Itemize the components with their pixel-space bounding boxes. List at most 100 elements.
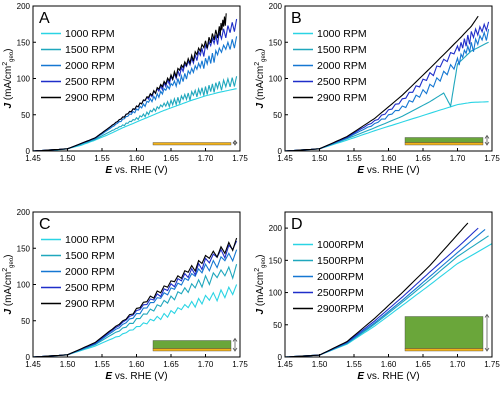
legend-label: 2000RPM — [317, 271, 364, 283]
legend-label: 1000 RPM — [317, 28, 367, 40]
y-tick-label: 200 — [269, 224, 283, 233]
y-axis-label: J (mA/cm2geo) — [254, 254, 267, 314]
arrow-head-down-icon — [484, 347, 490, 352]
y-axis-sub: geo — [9, 257, 15, 268]
y-tick-label: 0 — [26, 353, 31, 362]
legend: 1000 RPM 1500 RPM 2000 RPM 2500 RPM 2900 RPM — [41, 28, 115, 104]
x-tick-label: 1.50 — [60, 154, 76, 163]
y-tick-label: 150 — [17, 244, 31, 253]
y-tick-label: 150 — [269, 38, 283, 47]
y-tick-label: 200 — [269, 2, 283, 11]
x-tick-label: 1.75 — [232, 154, 248, 163]
x-tick-label: 1.65 — [415, 360, 431, 369]
film-schematic — [404, 134, 490, 146]
legend-label: 1000 RPM — [65, 28, 115, 40]
legend-label: 2000 RPM — [65, 60, 115, 72]
x-tick-label: 1.70 — [450, 154, 466, 163]
x-tick-label: 1.45 — [25, 360, 41, 369]
y-axis-symbol: J — [3, 309, 14, 315]
series-line-1500 — [33, 76, 238, 151]
legend-label: 1000 RPM — [65, 234, 115, 246]
x-tick-label: 1.50 — [312, 154, 328, 163]
y-tick-label: 100 — [17, 281, 31, 290]
y-axis-close: ) — [3, 48, 14, 51]
legend-label: 1500 RPM — [317, 44, 367, 56]
y-tick-label: 0 — [26, 147, 31, 156]
gold-substrate-layer — [152, 142, 232, 146]
film-schematic — [152, 337, 238, 352]
x-tick-label: 1.55 — [94, 360, 110, 369]
y-tick-label: 200 — [17, 208, 31, 217]
x-tick-label: 1.45 — [277, 360, 293, 369]
series-line-2900 — [33, 13, 227, 151]
panel-letter: B — [291, 10, 302, 27]
x-axis-symbol: E — [357, 371, 364, 382]
legend-label: 2000 RPM — [65, 266, 115, 278]
x-tick-label: 1.70 — [198, 154, 214, 163]
catalyst-layer — [152, 340, 232, 349]
x-tick-label: 1.70 — [450, 360, 466, 369]
series-line-2900 — [33, 237, 238, 357]
x-tick-label: 1.50 — [312, 360, 328, 369]
x-tick-label: 1.75 — [484, 360, 500, 369]
y-axis-sup: 2 — [254, 62, 261, 66]
arrow-head-up-icon — [484, 313, 490, 318]
legend-label: 2500 RPM — [65, 76, 115, 88]
y-tick-label: 50 — [21, 317, 30, 326]
x-tick-label: 1.65 — [163, 360, 179, 369]
legend-label: 2000 RPM — [317, 60, 367, 72]
x-axis-symbol: E — [105, 165, 112, 176]
y-axis-sup: 2 — [2, 62, 9, 66]
legend-label: 2900 RPM — [65, 298, 115, 310]
x-axis-text: vs. RHE (V) — [364, 371, 420, 382]
y-axis-text: (mA/cm — [3, 66, 14, 103]
arrow-head-up-icon — [232, 337, 238, 342]
film-schematic — [404, 313, 490, 352]
x-tick-label: 1.55 — [346, 154, 362, 163]
y-axis-label: J (mA/cm2geo) — [2, 48, 15, 108]
y-tick-label: 100 — [269, 289, 283, 298]
x-tick-label: 1.60 — [381, 360, 397, 369]
legend-label: 2900 RPM — [65, 92, 115, 104]
legend-label: 1500 RPM — [65, 250, 115, 262]
panel-letter: A — [39, 10, 50, 27]
panel-letter: C — [39, 216, 51, 233]
series-group — [285, 15, 490, 151]
y-axis-sub: geo — [261, 257, 267, 268]
y-tick-label: 0 — [278, 353, 283, 362]
x-axis-text: vs. RHE (V) — [364, 165, 420, 176]
series-group — [33, 13, 238, 151]
x-tick-label: 1.65 — [415, 154, 431, 163]
y-axis-symbol: J — [255, 309, 266, 315]
legend: 1000 RPM 1500 RPM 2000 RPM 2500 RPM 2900 RPM — [293, 28, 367, 104]
y-axis-text: (mA/cm — [255, 66, 266, 103]
y-tick-label: 100 — [269, 75, 283, 84]
x-axis-symbol: E — [105, 371, 112, 382]
y-tick-label: 0 — [278, 147, 283, 156]
y-axis-label: J (mA/cm2geo) — [254, 48, 267, 108]
y-axis-sup: 2 — [254, 268, 261, 272]
y-axis-label: J (mA/cm2geo) — [2, 254, 15, 314]
x-tick-label: 1.50 — [60, 360, 76, 369]
y-axis-close: ) — [3, 254, 14, 257]
arrow-head-down-icon — [484, 141, 490, 146]
y-tick-label: 50 — [21, 111, 30, 120]
x-tick-label: 1.75 — [232, 360, 248, 369]
y-tick-label: 100 — [17, 75, 31, 84]
series-line-2900 — [285, 15, 479, 151]
x-axis-symbol: E — [357, 165, 364, 176]
y-tick-label: 150 — [17, 38, 31, 47]
panel-b: 1.45 1.50 1.55 1.60 1.65 1.70 1.75 0 50 100 150 200… — [254, 2, 500, 176]
legend-label: 1500RPM — [317, 255, 364, 267]
legend-label: 2500 RPM — [317, 76, 367, 88]
series-line-2500 — [285, 21, 490, 151]
y-tick-label: 200 — [17, 2, 31, 11]
legend-label: 2500RPM — [317, 287, 364, 299]
gold-substrate-layer — [404, 348, 484, 352]
film-schematic — [152, 139, 238, 146]
series-line-2900 — [285, 222, 469, 357]
x-tick-label: 1.60 — [381, 154, 397, 163]
legend-label: 1500 RPM — [65, 44, 115, 56]
y-tick-label: 150 — [269, 256, 283, 265]
